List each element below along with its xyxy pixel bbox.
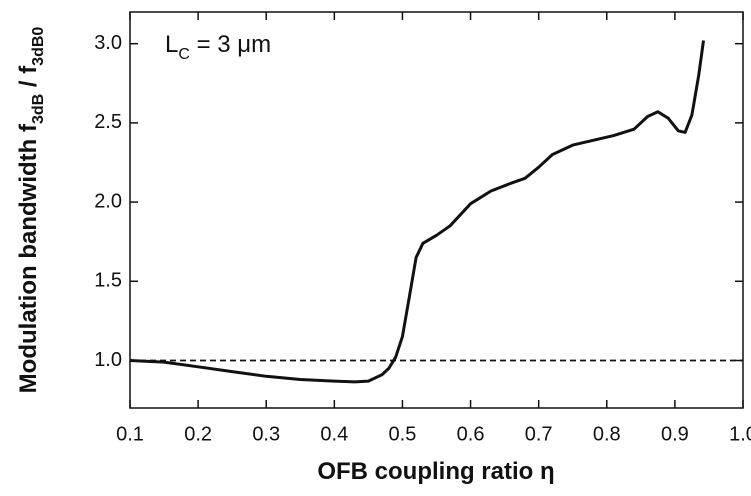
annotation-main: L xyxy=(165,31,178,58)
x-axis-title: OFB coupling ratio η xyxy=(317,458,554,485)
x-tick-label: 0.8 xyxy=(593,423,621,445)
y-title-sub: 3dB xyxy=(30,94,47,124)
data-line xyxy=(129,40,705,384)
x-tick-label: 0.7 xyxy=(525,423,553,445)
x-tick-label: 0.5 xyxy=(389,423,417,445)
y-tick-label: 3.0 xyxy=(94,32,122,54)
y-title-mid: / f xyxy=(15,65,42,94)
y-axis-title: Modulation bandwidth f3dB / f3dB0 xyxy=(15,27,47,394)
annotation-sub: C xyxy=(178,46,190,63)
x-tick-label: 0.2 xyxy=(184,423,212,445)
plot-frame xyxy=(129,11,744,409)
y-title-sub: 3dB0 xyxy=(30,27,47,66)
x-tick-label: 0.1 xyxy=(116,423,144,445)
x-tick-label: 0.9 xyxy=(661,423,689,445)
y-tick-label: 1.0 xyxy=(94,349,122,371)
annotation-rest: = 3 μm xyxy=(190,31,271,58)
x-tick-label: 0.3 xyxy=(252,423,280,445)
y-tick-label: 2.0 xyxy=(94,190,122,212)
x-tick-label: 0.4 xyxy=(320,423,348,445)
y-title-main: Modulation bandwidth f xyxy=(15,123,42,393)
y-tick-label: 1.5 xyxy=(94,270,122,292)
x-tick-label: 0.6 xyxy=(457,423,485,445)
x-tick-label: 1.0 xyxy=(729,423,751,445)
annotation: LC = 3 μm xyxy=(165,31,271,63)
y-tick-label: 2.5 xyxy=(94,111,122,133)
